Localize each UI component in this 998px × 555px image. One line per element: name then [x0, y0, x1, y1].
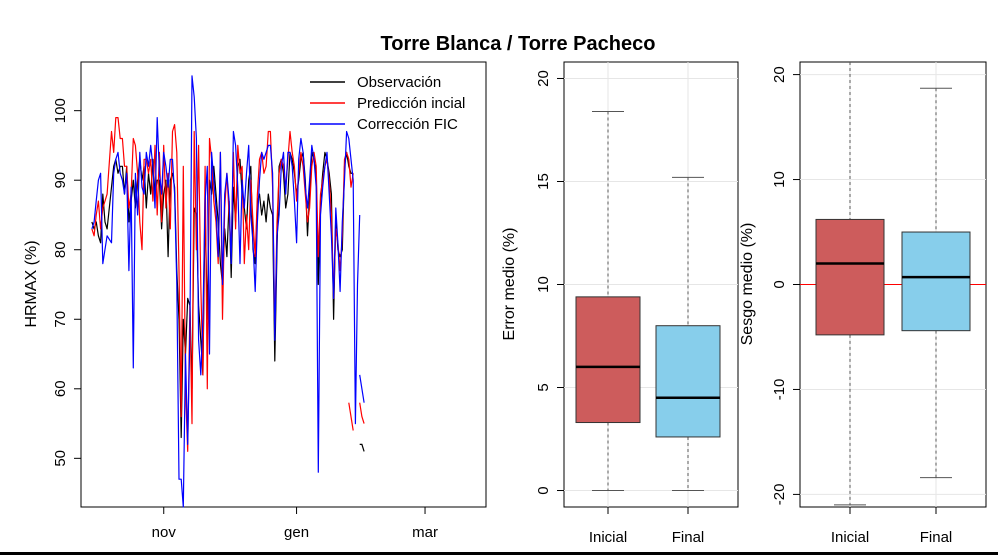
x-tick-label: gen [284, 524, 309, 541]
series-segment-prediccion [348, 402, 354, 431]
series-segment-observacion [359, 443, 365, 452]
x-tick-label: Inicial [589, 529, 627, 546]
legend-label: Predicción incial [357, 95, 465, 112]
bias-y-label: Sesgo medio (%) [739, 223, 756, 346]
y-tick-label: 100 [52, 98, 69, 123]
box-box_inicial [815, 218, 885, 336]
y-tick-label: 90 [52, 172, 69, 189]
x-tick-label: mar [412, 524, 438, 541]
y-tick-label: 0 [771, 280, 788, 288]
timeseries-panel: 50 60 70 80 90 100 nov gen mar HRMAX (%) Observa… [23, 61, 487, 541]
y-tick-label: 60 [52, 380, 69, 397]
box-box_final [655, 325, 721, 438]
timeseries-y-label: HRMAX (%) [23, 240, 40, 327]
legend-label: Corrección FIC [357, 116, 458, 133]
series-segment-prediccion [359, 402, 365, 424]
y-tick-label: 15 [535, 173, 552, 190]
legend-label: Observación [357, 74, 441, 91]
bottom-rule [0, 552, 998, 555]
y-tick-label: 20 [771, 66, 788, 83]
y-tick-label: 5 [535, 383, 552, 391]
y-tick-label: 70 [52, 311, 69, 328]
y-tick-label: -20 [771, 484, 788, 506]
box-box_final [901, 231, 971, 332]
y-tick-label: -10 [771, 379, 788, 401]
error-boxplot-panel: 0 5 10 15 20 Inicial Final Error medio (%) [501, 61, 739, 546]
x-tick-label: nov [152, 524, 177, 541]
series-segment-correccion [359, 374, 365, 403]
x-tick-label: Final [672, 529, 705, 546]
timeseries-frame [80, 61, 487, 508]
y-tick-label: 0 [535, 486, 552, 494]
bias-boxplot-panel: -20 -10 0 10 20 Inicial Final Sesgo medio (%) [739, 61, 987, 546]
y-tick-label: 80 [52, 241, 69, 258]
series-line-correccion [91, 75, 361, 508]
y-tick-label: 10 [771, 171, 788, 188]
legend: Observación Predicción incial Corrección F… [310, 74, 465, 133]
y-tick-label: 50 [52, 450, 69, 467]
y-tick-label: 20 [535, 70, 552, 87]
y-tick-label: 10 [535, 276, 552, 293]
x-tick-label: Final [920, 529, 953, 546]
box-box_inicial [575, 296, 641, 424]
chart-title: Torre Blanca / Torre Pacheco [381, 33, 656, 55]
error-y-label: Error medio (%) [501, 228, 518, 341]
x-tick-label: Inicial [831, 529, 869, 546]
